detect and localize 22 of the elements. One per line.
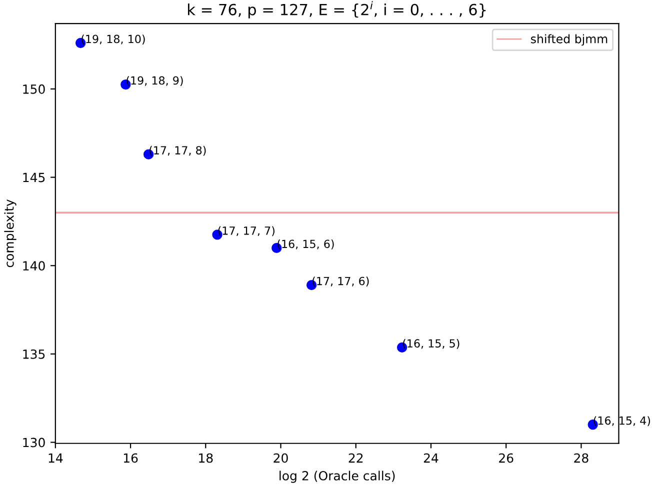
x-axis-title: log 2 (Oracle calls) [280, 470, 395, 483]
y-tick-label: 145 [23, 172, 45, 182]
y-axis-title: complexity [4, 199, 16, 268]
annotation: (16, 15, 6) [278, 240, 334, 250]
x-tick-label: 26 [499, 453, 514, 463]
x-tick-label: 24 [424, 453, 438, 463]
y-tick-label: 135 [23, 349, 45, 359]
annotation: (16, 15, 5) [403, 339, 460, 349]
y-tick-label: 140 [23, 261, 45, 271]
x-tick-label: 28 [574, 453, 588, 463]
annotation: (17, 17, 8) [150, 146, 206, 156]
legend-label: shifted bjmm [530, 34, 608, 46]
chart-title: k = 76, p = 127, E = {2$^{i}$, i = 0, . . . , 6} [188, 1, 486, 18]
annotation: (17, 17, 7) [218, 226, 274, 236]
x-tick-label: 16 [124, 453, 138, 463]
annotation: (17, 17, 6) [312, 276, 369, 287]
y-tick-label: 130 [23, 438, 45, 448]
x-tick-label: 18 [199, 453, 213, 463]
y-tick-label: 150 [23, 84, 45, 94]
x-tick-label: 22 [348, 453, 363, 463]
x-tick-label: 14 [48, 453, 63, 463]
x-tick-label: 20 [274, 453, 288, 463]
